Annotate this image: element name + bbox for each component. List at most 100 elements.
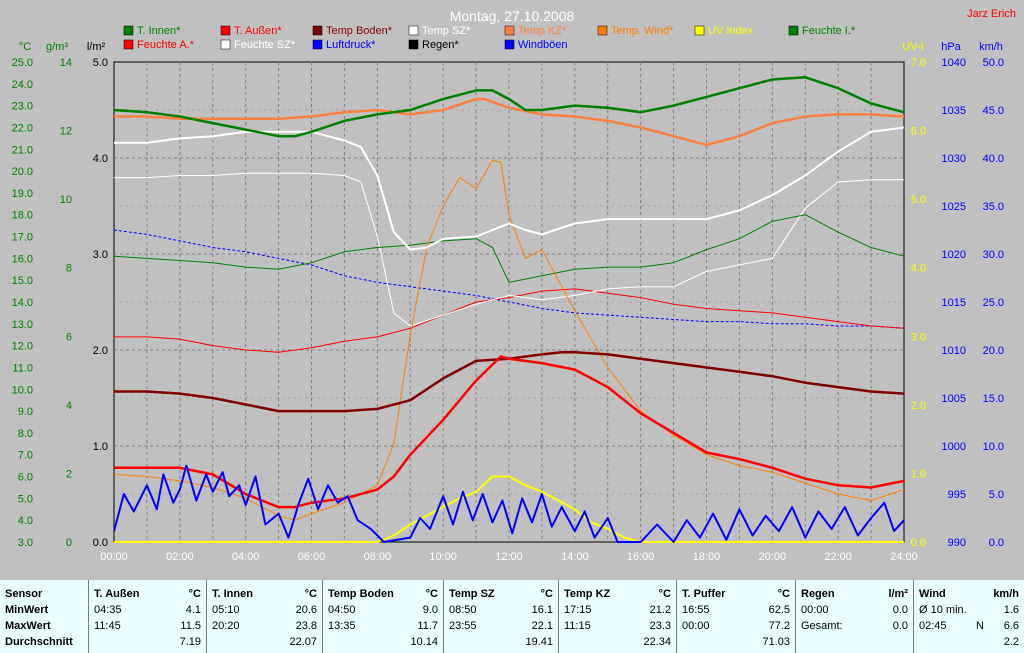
stats-cell: N [976,620,984,632]
stats-cell: 05:10 [212,604,240,616]
stats-header: T. Außen [94,588,140,600]
stats-table: Sensor MinWert MaxWert Durchschnitt T. Außen… [0,580,1024,653]
wind-tick-label: 15.0 [983,393,1004,405]
time-tick-label: 08:00 [364,551,392,563]
press-tick-label: 1020 [942,249,966,261]
temp-axis-unit: °C [19,41,31,53]
rain-tick-label: 5.0 [93,57,108,69]
stats-cell: 13:35 [328,620,356,632]
press-tick-label: 1010 [942,345,966,357]
stats-cell: 1.6 [1003,604,1019,616]
stats-cell: 19.41 [525,636,553,648]
stats-header: T. Puffer [682,588,726,600]
legend-swatch [694,25,705,36]
legend-swatch [597,25,608,36]
temp-tick-label: 5.0 [18,493,33,505]
temp-tick-label: 22.0 [12,122,33,134]
stats-cell: MaxWert [5,620,51,632]
series-line-tauen [114,355,905,509]
legend-swatch [788,25,799,36]
hum-axis-unit: g/m³ [46,41,68,53]
time-tick-label: 22:00 [824,551,852,563]
legend-swatch [408,39,419,50]
stats-cell: 22.34 [643,636,671,648]
hum-tick-label: 14 [60,57,72,69]
legend-swatch [504,25,515,36]
temp-tick-label: 24.0 [12,79,33,91]
wind-tick-label: 50.0 [983,57,1004,69]
temp-tick-label: 10.0 [12,384,33,396]
stats-cell: 08:50 [449,604,477,616]
time-tick-label: 24:00 [890,551,918,563]
legend-swatch [312,25,323,36]
stats-cell: 02:45 [919,620,947,632]
stats-header: Temp SZ [449,588,495,600]
stats-cell: 0.0 [892,620,908,632]
press-tick-label: 1000 [942,441,966,453]
stats-cell: Gesamt: [801,620,843,632]
temp-tick-label: 9.0 [18,406,33,418]
stats-column: Temp KZ °C 17:15 21.2 11:15 23.3 22.34 [558,580,676,653]
temp-tick-label: 11.0 [12,362,33,374]
temp-tick-label: 25.0 [12,57,33,69]
legend-swatch [220,39,231,50]
time-tick-label: 20:00 [759,551,787,563]
press-tick-label: 1025 [942,201,966,213]
stats-cell: 22.1 [531,620,553,632]
wind-tick-label: 25.0 [983,297,1004,309]
series-line-tinnen [113,76,905,138]
series-line-tempwind [113,159,905,521]
uv-axis-unit: UV-I [902,41,923,53]
wind-axis-unit: km/h [979,41,1003,53]
hum-tick-label: 10 [60,194,72,206]
hum-tick-label: 6 [66,331,72,343]
legend-swatch [504,39,515,50]
time-tick-label: 10:00 [429,551,457,563]
stats-cell: 11:45 [94,620,121,632]
uv-tick-label: 4.0 [911,263,926,275]
legend-label: Temp Boden* [326,25,393,37]
uv-tick-label: 2.0 [911,400,926,412]
temp-tick-label: 7.0 [18,450,33,462]
series-line-tempboden [114,350,905,413]
legend-swatch [220,25,231,36]
wind-tick-label: 30.0 [983,249,1004,261]
stats-cell: 11.5 [180,620,201,632]
legend-label: Temp. Wind* [611,25,674,37]
press-tick-label: 1015 [942,297,966,309]
weather-chart: Montag, 27.10.2008 Jarz Erich T. Innen* T… [12,8,1016,563]
uv-tick-label: 6.0 [911,126,926,138]
wind-tick-label: 45.0 [983,105,1004,117]
stats-unit: l/m² [888,588,908,600]
temp-tick-label: 14.0 [12,297,33,309]
stats-header: Sensor [5,588,43,600]
rain-tick-label: 0.0 [93,537,108,549]
series-line-feuchtea [114,288,905,353]
temp-tick-label: 4.0 [18,515,33,527]
stats-header: T. Innen [212,588,253,600]
stats-column: T. Innen °C 05:10 20.6 20:20 23.8 22.07 [206,580,322,653]
stats-header: Regen [801,588,835,600]
wind-tick-label: 5.0 [989,489,1004,501]
stats-cell: 4.1 [185,604,201,616]
stats-cell: 20:20 [212,620,240,632]
stats-cell: Ø 10 min. [919,604,967,616]
wind-tick-label: 0.0 [989,537,1004,549]
temp-tick-label: 16.0 [12,253,33,265]
stats-column: Sensor MinWert MaxWert Durchschnitt [0,580,88,653]
series-line-tempkz [114,97,905,147]
legend-label: Regen* [422,39,459,51]
stats-column: T. Außen °C 04:35 4.1 11:45 11.5 7.19 [88,580,206,653]
legend-swatch [408,25,419,36]
stats-cell: 22.07 [289,636,317,648]
chart-title: Montag, 27.10.2008 [450,8,575,24]
wind-tick-label: 35.0 [983,201,1004,213]
hum-tick-label: 8 [66,263,72,275]
legend-label: Luftdruck* [326,39,376,51]
rain-tick-label: 3.0 [93,249,108,261]
stats-unit: °C [658,588,671,600]
stats-cell: 23:55 [449,620,477,632]
wind-tick-label: 10.0 [983,441,1004,453]
temp-tick-label: 17.0 [12,232,33,244]
uv-tick-label: 3.0 [911,331,926,343]
